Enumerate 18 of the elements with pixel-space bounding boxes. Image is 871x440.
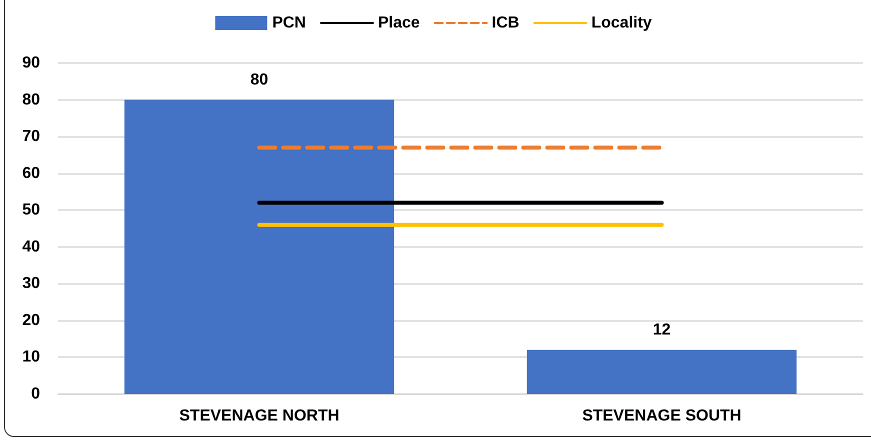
legend-label: Locality — [591, 14, 652, 32]
y-tick-label: 40 — [22, 238, 40, 256]
legend-label: Place — [378, 14, 420, 32]
y-tick-label: 0 — [31, 386, 40, 402]
legend-label: PCN — [272, 14, 306, 32]
y-tick-label: 30 — [22, 275, 40, 292]
y-tick-label: 70 — [22, 128, 40, 146]
x-tick-label: STEVENAGE SOUTH — [582, 408, 742, 424]
y-tick-label: 60 — [22, 164, 40, 182]
data-label: 80 — [250, 71, 268, 88]
y-tick-label: 80 — [22, 91, 40, 108]
y-tick-label: 10 — [22, 348, 40, 366]
legend-label: ICB — [492, 14, 520, 32]
y-tick-label: 90 — [22, 54, 40, 72]
data-label: 12 — [652, 321, 671, 338]
y-tick-label: 50 — [22, 202, 40, 219]
y-tick-label: 20 — [22, 312, 40, 329]
x-tick-label: STEVENAGE NORTH — [179, 408, 340, 424]
